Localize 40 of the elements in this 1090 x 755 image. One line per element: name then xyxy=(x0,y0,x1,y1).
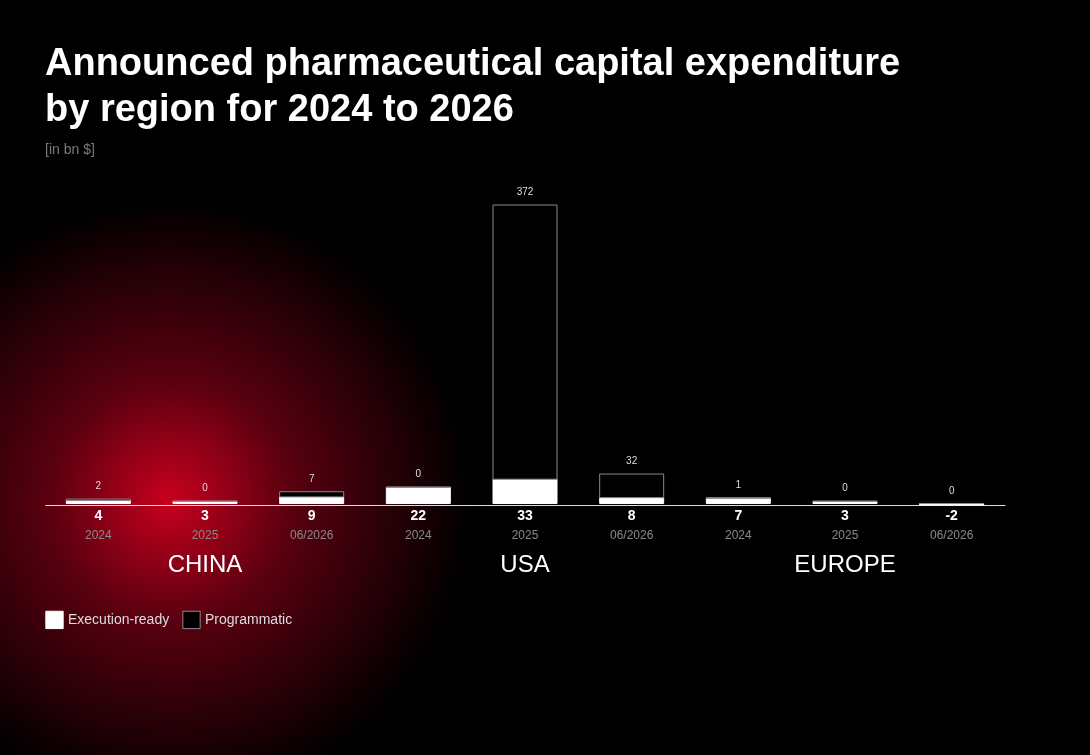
text: by region for 2024 to 2026 xyxy=(45,87,514,129)
data-label: 4 xyxy=(94,506,103,523)
bar xyxy=(385,486,451,505)
data-label: 9 xyxy=(307,506,316,523)
data-label: 7 xyxy=(308,472,315,484)
data-label: 0 xyxy=(948,484,955,496)
legend-label: Execution-ready xyxy=(68,610,170,627)
bar xyxy=(492,478,558,505)
data-label: 8 xyxy=(627,506,636,523)
data-label: 2 xyxy=(95,480,102,492)
chart-subtitle: [in bn $] xyxy=(45,141,95,157)
x-tick-label: 06/2026 xyxy=(609,527,654,542)
x-tick-label: 2025 xyxy=(511,527,539,542)
x-tick-label: 2024 xyxy=(84,527,112,542)
data-label: 22 xyxy=(410,506,427,523)
data-label: -2 xyxy=(945,506,959,523)
text: EUROPE xyxy=(794,550,896,577)
x-tick-label: 06/2026 xyxy=(929,527,974,542)
text: Announced pharmaceutical capital expenditure xyxy=(45,41,901,83)
text: CHINA xyxy=(167,550,243,577)
data-label: 0 xyxy=(842,482,849,494)
data-label: 372 xyxy=(516,186,534,197)
data-label: 0 xyxy=(202,482,209,494)
x-tick-label: 2024 xyxy=(404,527,432,542)
text: USA xyxy=(500,550,550,577)
bar xyxy=(492,204,558,480)
x-tick-label: 2025 xyxy=(831,527,859,542)
x-tick-label: 2024 xyxy=(724,527,752,542)
x-tick-label: 2025 xyxy=(191,527,219,542)
data-label: 0 xyxy=(415,468,422,480)
x-tick-label: 06/2026 xyxy=(289,527,334,542)
bar xyxy=(599,473,665,499)
data-label: 3 xyxy=(201,506,210,523)
data-label: 1 xyxy=(735,478,742,490)
legend-label: Programmatic xyxy=(205,610,293,627)
data-label: 32 xyxy=(626,455,638,467)
data-label: 33 xyxy=(517,506,533,523)
data-label: 7 xyxy=(734,506,743,523)
bar xyxy=(279,491,345,498)
data-label: 3 xyxy=(841,506,850,523)
